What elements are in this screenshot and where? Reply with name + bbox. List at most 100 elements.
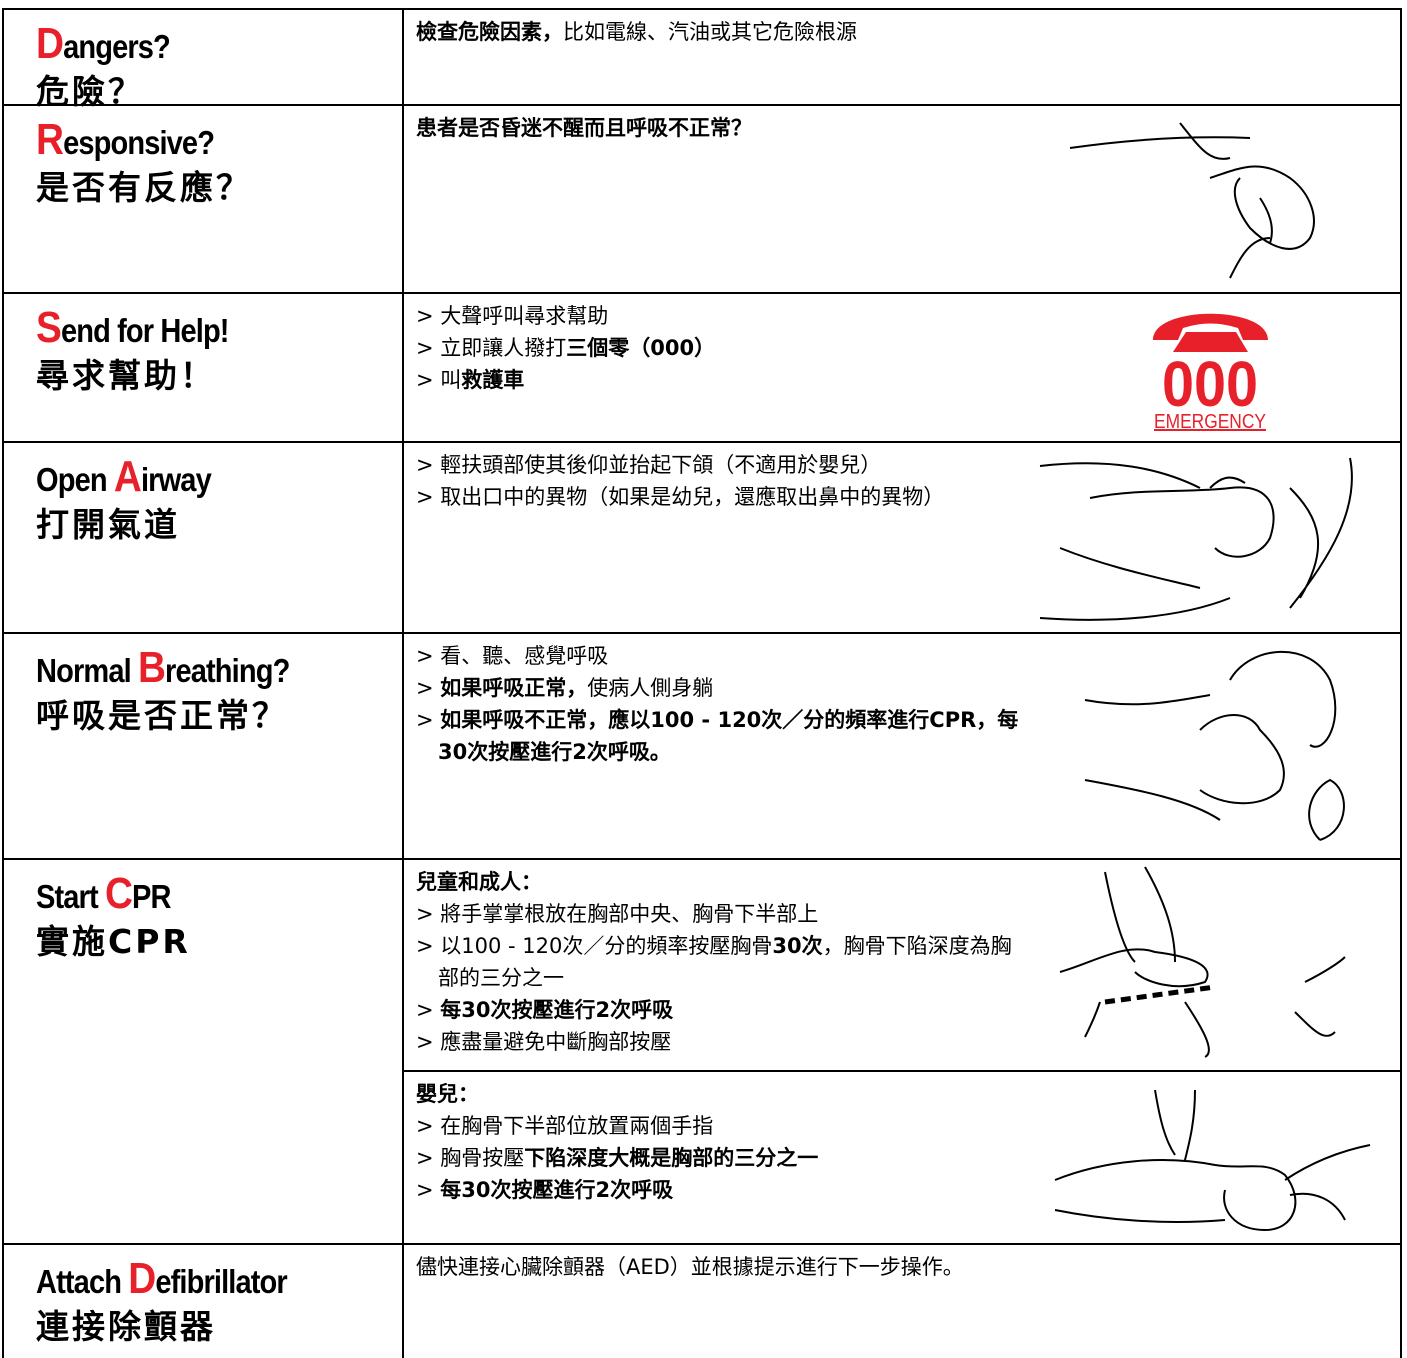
text-segment: > 叫 bbox=[416, 368, 462, 392]
emergency-label: EMERGENCY bbox=[1154, 411, 1266, 433]
title-rest: esponsive? bbox=[63, 124, 215, 161]
step-title-cell: Responsive? 是否有反應？ bbox=[4, 106, 404, 292]
text-segment: ，胸骨下陷深度為胸部的三分之一 bbox=[438, 934, 1012, 990]
content-line: > 將手掌掌根放在胸部中央、胸骨下半部上 bbox=[416, 898, 1028, 930]
text-segment: > 應盡量避免中斷胸部按壓 bbox=[416, 1030, 672, 1054]
step-title-zh: 打開氣道 bbox=[36, 505, 180, 544]
step-content-cell: 儘快連接心臟除顫器（AED）並根據提示進行下一步操作。 bbox=[404, 1245, 1400, 1358]
content-line: > 每30次按壓進行2次呼吸 bbox=[416, 1174, 1028, 1206]
step-content-cell: 檢查危險因素，比如電線、汽油或其它危險根源 bbox=[404, 10, 1400, 104]
text-segment: 每30次按壓進行2次呼吸 bbox=[440, 998, 674, 1022]
title-letter: S bbox=[36, 303, 62, 352]
step-title-zh: 是否有反應？ bbox=[36, 168, 252, 207]
content-line: > 取出口中的異物（如果是幼兒，還應取出鼻中的異物） bbox=[416, 481, 1028, 513]
illustration-responsive bbox=[1069, 122, 1315, 279]
text-segment: 儘快連接心臟除顫器（AED）並根據提示進行下一步操作。 bbox=[416, 1255, 964, 1279]
step-title-en: Open Airway bbox=[36, 455, 358, 502]
text-segment: > 取出口中的異物（如果是幼兒，還應取出鼻中的異物） bbox=[416, 485, 945, 509]
content-block: > 輕扶頭部使其後仰並抬起下頜（不適用於嬰兒） > 取出口中的異物（如果是幼兒，還… bbox=[404, 443, 1400, 513]
step-title-zh: 實施CPR bbox=[36, 922, 191, 961]
content-line: > 看、聽、感覺呼吸 bbox=[416, 640, 1028, 672]
text-segment: 比如電線、汽油或其它危險根源 bbox=[563, 20, 857, 44]
content-block: 兒童和成人： > 將手掌掌根放在胸部中央、胸骨下半部上 > 以100 - 120次／… bbox=[404, 860, 1400, 1058]
content-block: 儘快連接心臟除顫器（AED）並根據提示進行下一步操作。 bbox=[404, 1245, 1400, 1283]
step-content-cell: > 看、聽、感覺呼吸 > 如果呼吸正常，使病人側身躺 > 如果呼吸不正常，應以100… bbox=[404, 634, 1400, 858]
step-title-cell: Attach Defibrillator 連接除顫器 bbox=[4, 1245, 404, 1358]
step-title-zh: 連接除顫器 bbox=[36, 1307, 216, 1346]
block-heading: 兒童和成人： bbox=[416, 870, 542, 894]
step-title-en: Responsive? bbox=[36, 118, 358, 165]
table-row: Send for Help! 尋求幫助！ > 大聲呼叫尋求幫助 > 立即讓人撥打三個零… bbox=[2, 292, 1402, 441]
title-prefix: Start bbox=[36, 878, 105, 915]
content-line: > 每30次按壓進行2次呼吸 bbox=[416, 994, 1028, 1026]
content-line: > 立即讓人撥打三個零（000） bbox=[416, 332, 1028, 364]
content-line: > 胸骨按壓下陷深度大概是胸部的三分之一 bbox=[416, 1142, 1028, 1174]
text-segment: > 看、聽、感覺呼吸 bbox=[416, 644, 609, 668]
content-line: 儘快連接心臟除顫器（AED）並根據提示進行下一步操作。 bbox=[416, 1251, 1398, 1283]
step-title-zh: 呼吸是否正常？ bbox=[36, 696, 288, 735]
step-title-en: Start CPR bbox=[36, 872, 358, 919]
title-rest: efibrillator bbox=[155, 1263, 287, 1300]
step-title-en: Attach Defibrillator bbox=[36, 1257, 358, 1304]
title-letter: B bbox=[137, 643, 166, 692]
text-segment: > 在胸骨下半部位放置兩個手指 bbox=[416, 1114, 714, 1138]
block-heading: 嬰兒： bbox=[416, 1082, 479, 1106]
table-row: Dangers? 危險？ 檢查危險因素，比如電線、汽油或其它危險根源 bbox=[2, 8, 1402, 111]
step-content-cell: > 輕扶頭部使其後仰並抬起下頜（不適用於嬰兒） > 取出口中的異物（如果是幼兒，還… bbox=[404, 443, 1400, 632]
step-content-cell: 兒童和成人： > 將手掌掌根放在胸部中央、胸骨下半部上 > 以100 - 120次／… bbox=[404, 860, 1400, 1243]
text-segment: 檢查危險因素， bbox=[416, 20, 563, 44]
title-rest: end for Help! bbox=[60, 312, 230, 349]
step-title-cell: Open Airway 打開氣道 bbox=[4, 443, 404, 632]
content-block: 嬰兒： > 在胸骨下半部位放置兩個手指 > 胸骨按壓下陷深度大概是胸部的三分之一 > … bbox=[404, 1070, 1400, 1206]
title-rest: angers? bbox=[63, 28, 171, 65]
text-segment: 救護車 bbox=[461, 368, 525, 392]
text-segment: > 立即讓人撥打 bbox=[416, 336, 567, 360]
illustration-breathing bbox=[1084, 650, 1345, 841]
table-row: Responsive? 是否有反應？ 患者是否昏迷不醒而且呼吸不正常？ bbox=[2, 104, 1402, 292]
text-segment: 下陷深度大概是胸部的三分之一 bbox=[524, 1146, 819, 1170]
title-letter: D bbox=[36, 19, 64, 68]
step-title-zh: 尋求幫助！ bbox=[36, 356, 216, 395]
step-content-cell: 患者是否昏迷不醒而且呼吸不正常？ bbox=[404, 106, 1400, 292]
title-rest: irway bbox=[140, 461, 212, 498]
emergency-number: 000 bbox=[1162, 348, 1258, 419]
text-segment: 患者是否昏迷不醒而且呼吸不正常？ bbox=[416, 116, 752, 140]
content-block: 患者是否昏迷不醒而且呼吸不正常？ bbox=[404, 106, 1400, 144]
text-segment: 三個零（000） bbox=[566, 336, 716, 360]
content-block: > 大聲呼叫尋求幫助 > 立即讓人撥打三個零（000） > 叫救護車 bbox=[404, 294, 1400, 396]
step-title-cell: Send for Help! 尋求幫助！ bbox=[4, 294, 404, 441]
illustration-airway bbox=[1039, 457, 1353, 621]
phone-handset bbox=[1153, 313, 1268, 352]
table-row: Normal Breathing? 呼吸是否正常？ > 看、聽、感覺呼吸 > 如果呼吸… bbox=[2, 632, 1402, 858]
text-segment: > 以100 - 120次／分的頻率按壓胸骨 bbox=[416, 934, 773, 958]
title-letter: A bbox=[113, 452, 142, 501]
title-rest: reathing? bbox=[165, 652, 290, 689]
title-prefix: Attach bbox=[36, 1263, 129, 1300]
table-row: Open Airway 打開氣道 > 輕扶頭部使其後仰並抬起下頜（不適用於嬰兒） > … bbox=[2, 441, 1402, 632]
step-content-cell: > 大聲呼叫尋求幫助 > 立即讓人撥打三個零（000） > 叫救護車 bbox=[404, 294, 1400, 441]
text-segment: > bbox=[416, 676, 441, 700]
text-segment: 如果呼吸不正常，應以100 - 120次／分的頻率進行CPR，每30次按壓進行2… bbox=[438, 708, 1019, 764]
title-prefix: Open bbox=[36, 461, 114, 498]
text-segment: > bbox=[416, 1178, 441, 1202]
step-title-cell: Start CPR 實施CPR bbox=[4, 860, 404, 1243]
text-segment: > bbox=[416, 998, 441, 1022]
step-title-en: Dangers? bbox=[36, 22, 358, 69]
content-line: > 以100 - 120次／分的頻率按壓胸骨30次，胸骨下陷深度為胸部的三分之一 bbox=[416, 930, 1028, 994]
content-line: > 大聲呼叫尋求幫助 bbox=[416, 300, 1028, 332]
title-letter: D bbox=[128, 1254, 156, 1303]
content-line: > 如果呼吸正常，使病人側身躺 bbox=[416, 672, 1028, 704]
text-segment: 30次 bbox=[772, 934, 823, 958]
text-segment: 每30次按壓進行2次呼吸 bbox=[440, 1178, 674, 1202]
content-line: 患者是否昏迷不醒而且呼吸不正常？ bbox=[416, 112, 1398, 144]
content-line: 檢查危險因素，比如電線、汽油或其它危險根源 bbox=[416, 16, 1398, 48]
step-title-en: Send for Help! bbox=[36, 306, 358, 353]
step-title-cell: Normal Breathing? 呼吸是否正常？ bbox=[4, 634, 404, 858]
text-segment: 如果呼吸正常， bbox=[440, 676, 588, 700]
content-line: > 應盡量避免中斷胸部按壓 bbox=[416, 1026, 1028, 1058]
text-segment: > 將手掌掌根放在胸部中央、胸骨下半部上 bbox=[416, 902, 819, 926]
content-line: > 輕扶頭部使其後仰並抬起下頜（不適用於嬰兒） bbox=[416, 449, 1028, 481]
